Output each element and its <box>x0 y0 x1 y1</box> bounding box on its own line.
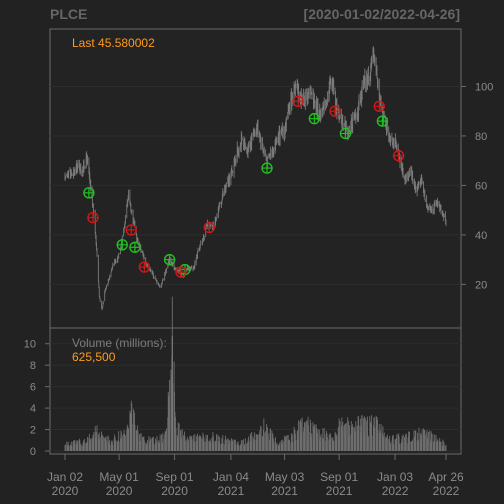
date-tick-label: Sep 01 <box>320 470 358 484</box>
volume-axis: 0 2 4 6 8 10 <box>24 339 50 458</box>
chart-title: PLCE <box>50 6 87 22</box>
buy-signal-marker <box>116 239 128 251</box>
price-tick-label: 40 <box>475 230 487 242</box>
sell-signal-marker <box>125 224 137 236</box>
date-tick-year: 2021 <box>326 484 353 498</box>
date-tick-year: 2020 <box>106 484 133 498</box>
volume-tick-label: 10 <box>24 339 36 351</box>
volume-tick-label: 4 <box>30 403 36 415</box>
date-tick-label: May 03 <box>265 470 305 484</box>
date-tick-label: May 01 <box>99 470 139 484</box>
price-tick-label: 100 <box>475 81 493 93</box>
buy-signal-marker <box>308 112 321 125</box>
date-tick-year: 2021 <box>218 484 245 498</box>
date-tick-year: 2022 <box>433 484 460 498</box>
volume-tick-label: 0 <box>30 446 36 458</box>
sell-signal-marker <box>203 221 215 234</box>
date-range: [2020-01-02/2022-04-26] <box>304 6 460 22</box>
last-price-label: Last 45.580002 <box>72 36 155 50</box>
volume-tick-label: 2 <box>30 425 36 437</box>
sell-signal-marker <box>292 95 304 108</box>
sell-signal-marker <box>138 261 151 273</box>
volume-last-value: 625,500 <box>72 350 116 364</box>
date-tick-year: 2020 <box>52 484 79 498</box>
price-tick-label: 80 <box>475 131 487 143</box>
price-axis: 20 40 60 80 100 <box>461 81 493 291</box>
date-tick-year: 2022 <box>382 484 409 498</box>
date-tick-label: Sep 01 <box>156 470 194 484</box>
price-gridlines <box>50 85 461 285</box>
date-tick-label: Apr 26 <box>428 470 464 484</box>
date-tick-label: Jan 04 <box>213 470 249 484</box>
date-tick-label: Jan 02 <box>47 470 83 484</box>
buy-signal-marker <box>129 241 141 253</box>
price-tick-label: 60 <box>475 180 487 192</box>
buy-signal-marker <box>261 162 273 174</box>
buy-signal-marker <box>376 115 389 127</box>
sell-signal-marker <box>392 150 405 162</box>
sell-signal-marker <box>87 211 99 224</box>
volume-tick-label: 6 <box>30 382 36 394</box>
buy-signal-marker <box>83 187 95 199</box>
sell-signal-marker <box>329 105 341 117</box>
buy-signal-marker <box>163 253 176 266</box>
date-tick-year: 2020 <box>161 484 188 498</box>
signal-markers <box>83 95 405 278</box>
date-tick-year: 2021 <box>271 484 298 498</box>
date-tick-label: Jan 03 <box>377 470 413 484</box>
sell-signal-marker <box>373 100 385 112</box>
price-panel <box>49 28 462 329</box>
volume-tick-label: 8 <box>30 360 36 372</box>
volume-series <box>64 296 447 451</box>
sell-signal-marker <box>175 266 187 278</box>
buy-signal-marker <box>339 127 352 140</box>
volume-label: Volume (millions): <box>72 336 167 350</box>
price-tick-label: 20 <box>475 279 487 291</box>
